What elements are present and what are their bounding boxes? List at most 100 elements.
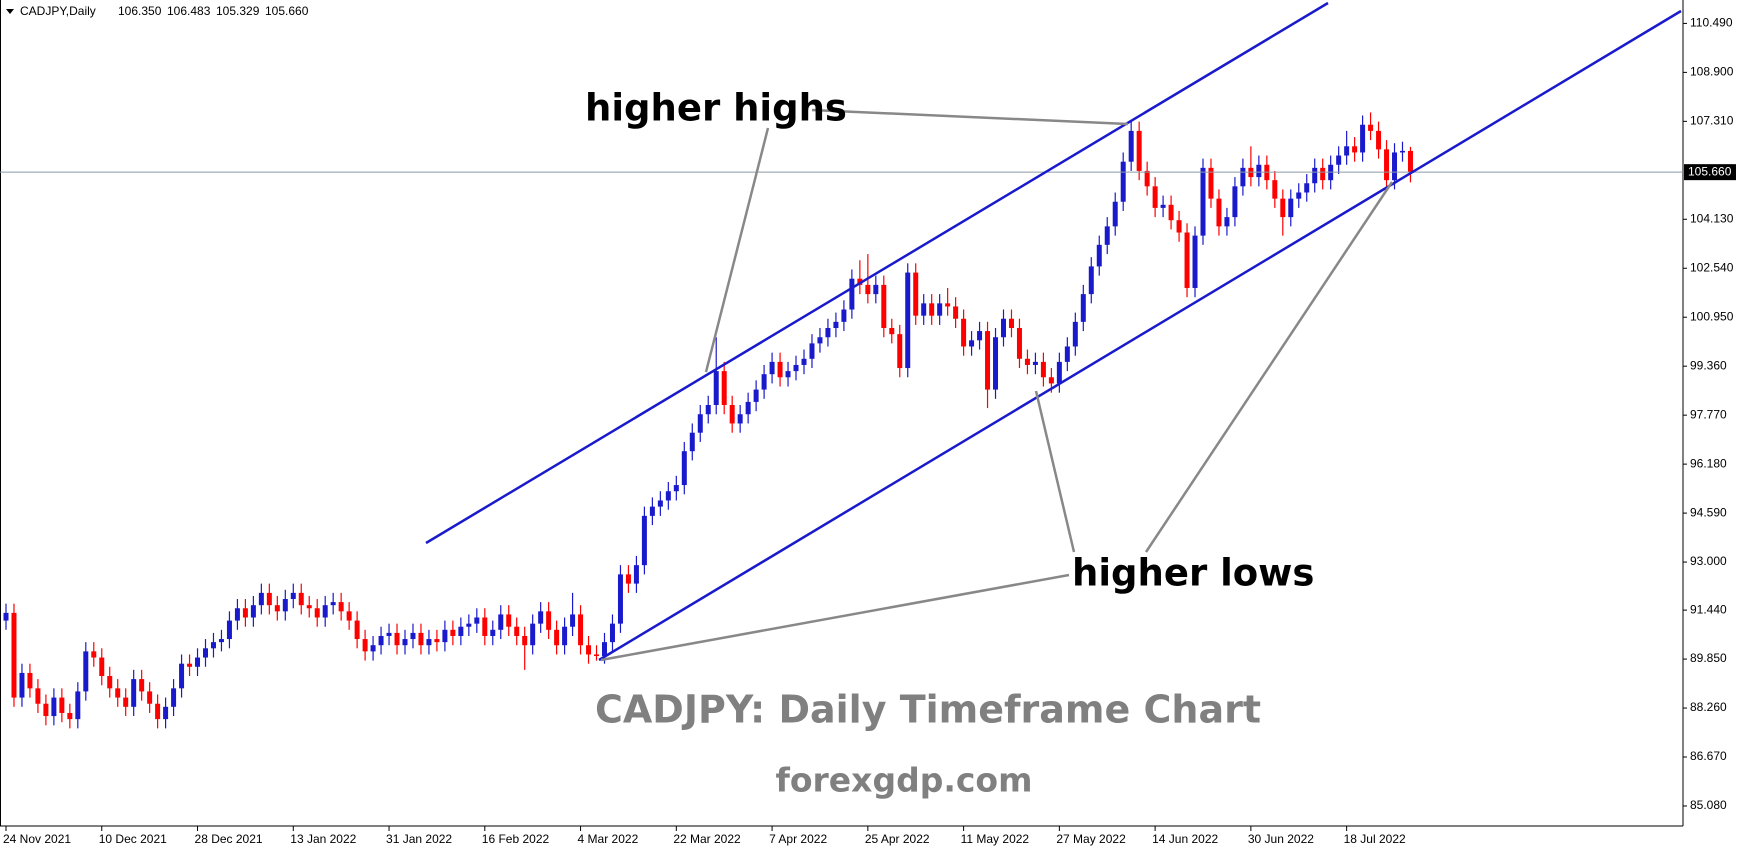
candle-body (322, 605, 328, 618)
y-tick-label: 85.080 (1690, 798, 1727, 812)
candle-body (466, 623, 472, 627)
y-tick-label: 93.000 (1690, 554, 1727, 568)
annotation-pointer (600, 573, 1070, 662)
y-tick-label: 108.900 (1690, 65, 1734, 79)
candle-body (1072, 321, 1078, 347)
candle-body (865, 284, 871, 295)
candle-body (841, 309, 847, 322)
candle-body (290, 592, 296, 600)
candle-body (1176, 220, 1182, 233)
x-tick-label: 30 Jun 2022 (1248, 832, 1314, 846)
candle-body (594, 654, 600, 656)
candle-body (697, 414, 703, 433)
annotation-pointer (1144, 181, 1394, 553)
candle-body (617, 574, 623, 624)
candle-body (1296, 192, 1302, 199)
candle-body (673, 485, 679, 492)
candle-body (490, 629, 496, 636)
candle-body (226, 620, 232, 640)
candle-body (1368, 124, 1374, 131)
candle-body (562, 626, 568, 646)
candle-body (1160, 204, 1166, 208)
candle-body (187, 663, 193, 667)
candle-body (426, 639, 432, 646)
x-tick-label: 10 Dec 2021 (99, 832, 167, 846)
candle-body (625, 574, 631, 584)
x-tick-label: 22 Mar 2022 (673, 832, 741, 846)
chart-subtitle: forexgdp.com (776, 761, 1033, 800)
candle-body (969, 340, 975, 347)
candle-body (889, 327, 895, 335)
candle-body (410, 632, 416, 640)
y-tick-label: 86.670 (1690, 749, 1727, 763)
candle-body (402, 639, 408, 646)
candle-body (83, 651, 89, 692)
y-tick-label: 107.310 (1690, 114, 1734, 128)
candle-body (761, 374, 767, 390)
y-tick-label: 94.590 (1690, 505, 1727, 519)
candle-body (1048, 377, 1054, 384)
candle-body (857, 278, 863, 285)
candle-body (1200, 167, 1206, 236)
header-close: 105.660 (265, 4, 309, 18)
candle-body (1352, 146, 1358, 153)
candle-body (1088, 266, 1094, 295)
candle-body (1400, 150, 1405, 153)
candle-body (633, 565, 639, 584)
plot: 110.490 108.900 107.310 104.130 102.540 100.9… (0, 16, 1736, 846)
candle-body (362, 639, 368, 652)
candle-body (1016, 327, 1022, 359)
candle-body (713, 371, 719, 405)
candle-body (977, 331, 983, 341)
candle-body (274, 605, 280, 612)
candle-body (1184, 232, 1190, 288)
annotation-pointer (1034, 390, 1076, 553)
candle-body (929, 303, 935, 316)
candle-body (19, 672, 25, 698)
candle-body (1024, 358, 1030, 365)
candle-body (1136, 130, 1142, 171)
candle-body (139, 679, 145, 692)
candle-body (881, 284, 887, 328)
candle-body (1112, 201, 1118, 227)
candle-body (458, 626, 464, 636)
candle-body (953, 306, 959, 319)
candle-body (394, 632, 400, 646)
candle-body (681, 451, 687, 486)
candle-body (1064, 346, 1070, 362)
candle-body (1008, 318, 1014, 328)
candle-body (546, 611, 552, 630)
candle-body (442, 629, 448, 643)
candle-body (131, 679, 137, 707)
candle-body (1216, 198, 1222, 227)
candle-body (107, 676, 113, 689)
candle-body (266, 592, 272, 606)
candle-body (745, 401, 751, 415)
candle-body (1120, 161, 1126, 202)
candle-body (729, 404, 735, 424)
y-tick-label: 88.260 (1690, 700, 1727, 714)
candle-body (418, 632, 424, 646)
candle-body (370, 645, 376, 652)
candle-body (3, 612, 9, 621)
y-tick-label: 91.440 (1690, 602, 1727, 616)
candle-body (91, 651, 97, 658)
lower-channel-line (598, 9, 1682, 662)
candle-body (1056, 361, 1062, 384)
candle-body (250, 605, 256, 618)
candle-body (721, 371, 727, 405)
candle-body (115, 688, 121, 698)
candle-body (1208, 167, 1214, 199)
x-tick-label: 7 Apr 2022 (769, 832, 827, 846)
candle-body (242, 608, 248, 618)
candle-body (1304, 183, 1310, 193)
candle-body (873, 284, 879, 295)
candle-body (793, 364, 799, 372)
candle-body (11, 612, 17, 698)
candle-body (1080, 294, 1086, 322)
candle-body (602, 642, 607, 656)
candle-body (450, 629, 456, 636)
